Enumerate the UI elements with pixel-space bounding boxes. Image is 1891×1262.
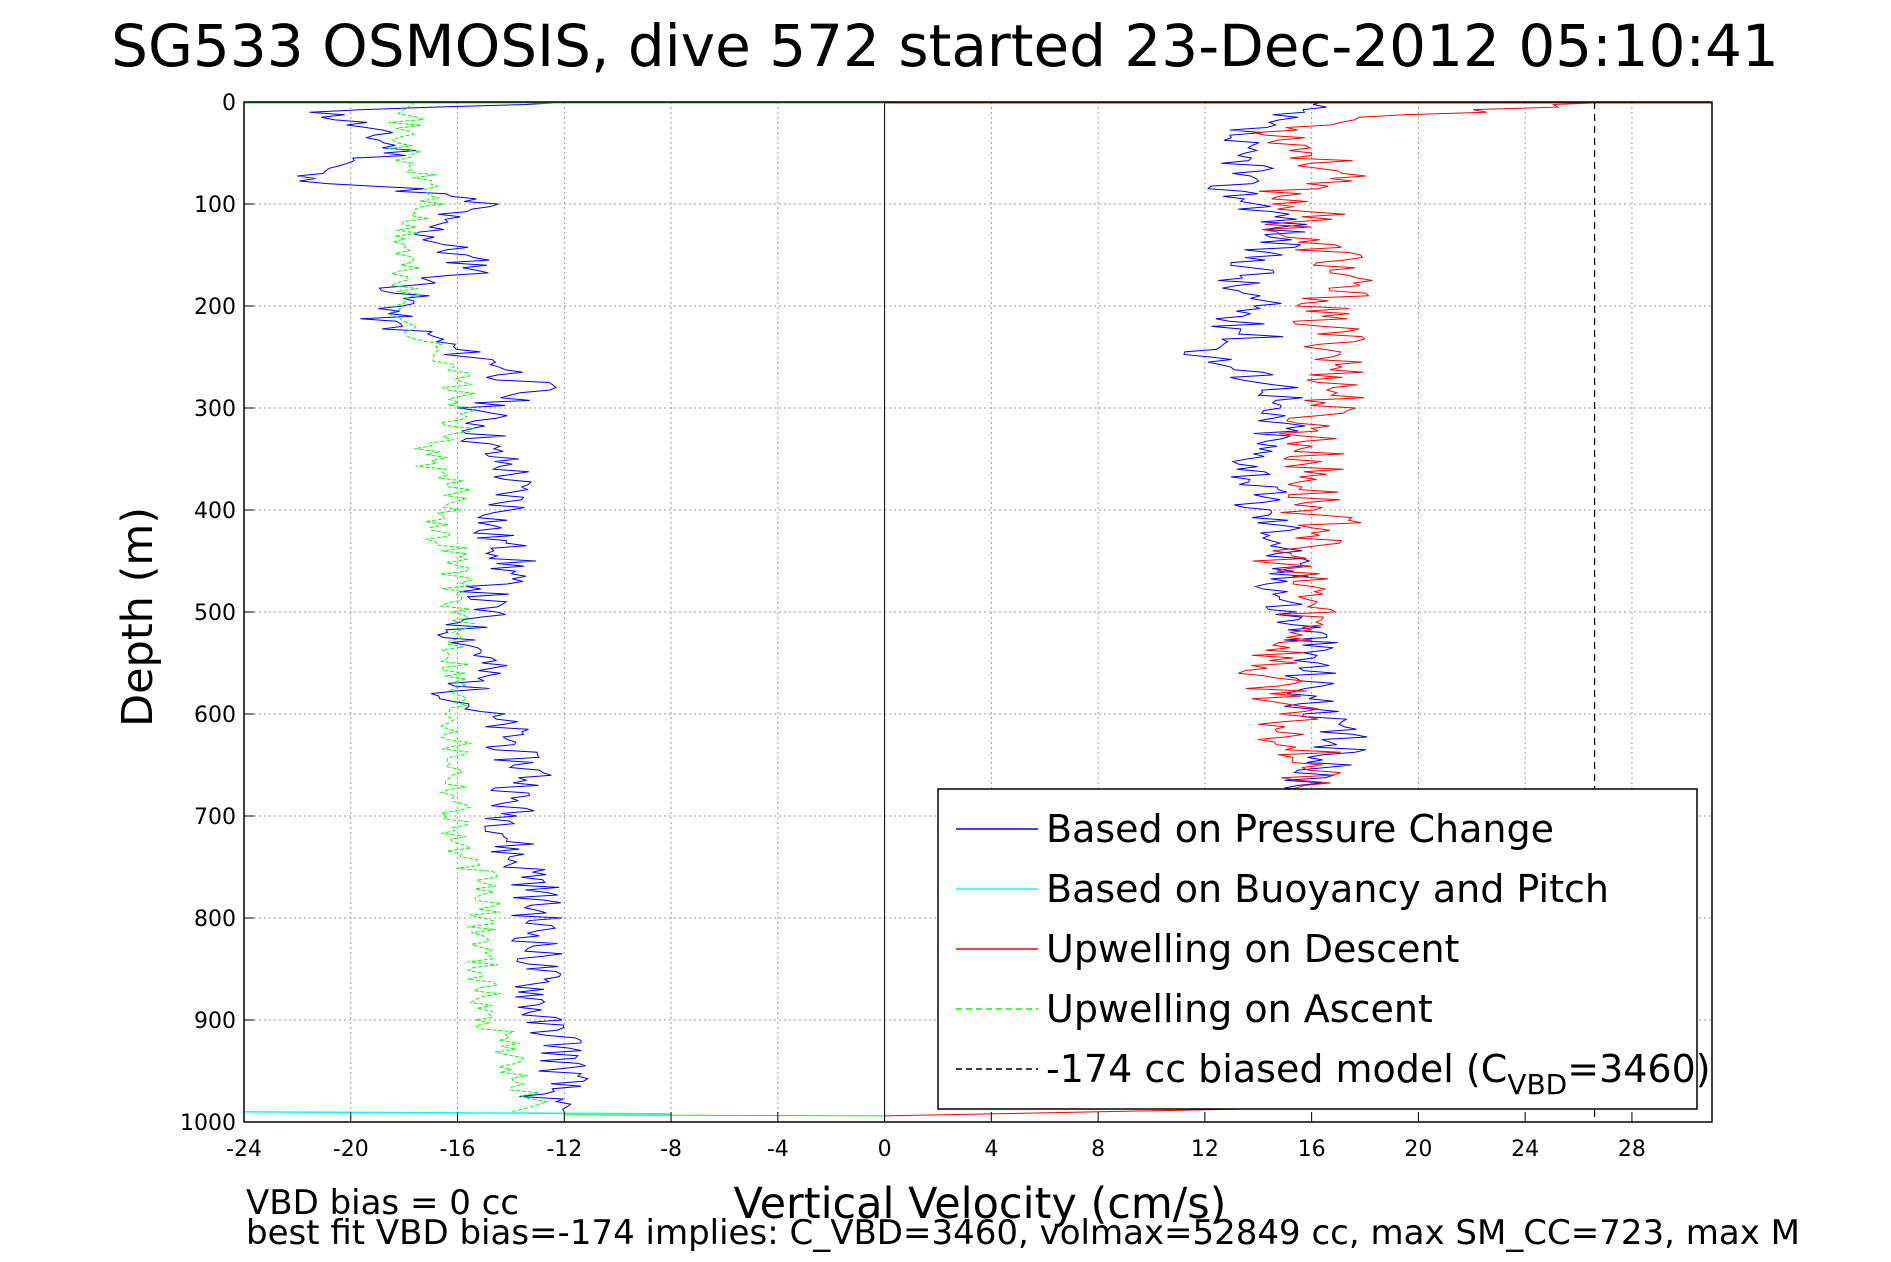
chart-title: SG533 OSMOSIS, dive 572 started 23-Dec-2…	[111, 12, 1779, 80]
legend-label: Based on Buoyancy and Pitch	[1046, 867, 1609, 911]
x-tick-label: 8	[1091, 1137, 1105, 1162]
series-upwelling-descent	[1238, 101, 1620, 791]
best-fit-note: best fit VBD bias=-174 implies: C_VBD=34…	[246, 1213, 1800, 1253]
series-bottom-ascent-tail	[564, 1114, 885, 1117]
y-tick-label: 700	[194, 805, 236, 830]
x-tick-label: -20	[333, 1137, 369, 1162]
y-tick-label: 1000	[180, 1111, 236, 1136]
y-tick-label: 100	[194, 193, 236, 218]
x-tick-label: 12	[1191, 1137, 1219, 1162]
x-tick-label: 24	[1511, 1137, 1539, 1162]
x-tick-label: 0	[878, 1137, 892, 1162]
y-tick-label: 800	[194, 907, 236, 932]
series-pressure-change-descent	[1183, 101, 1368, 797]
x-axis-label: Vertical Velocity (cm/s)	[734, 1179, 1227, 1229]
legend-box	[937, 788, 1698, 1110]
x-tick-label: -16	[440, 1137, 476, 1162]
y-tick-label: 300	[194, 397, 236, 422]
y-tick-label: 0	[222, 91, 236, 116]
series-upwelling-ascent	[387, 101, 548, 1113]
legend-label-subscript: VBD	[1507, 1068, 1567, 1101]
x-tick-label: 20	[1404, 1137, 1432, 1162]
legend-label-tail: =3460)	[1567, 1047, 1710, 1091]
y-tick-label: 900	[194, 1009, 236, 1034]
x-tick-label: 28	[1618, 1137, 1646, 1162]
x-tick-label: -12	[546, 1137, 582, 1162]
x-tick-label: 4	[984, 1137, 998, 1162]
legend-label: Upwelling on Ascent	[1046, 987, 1433, 1031]
y-tick-label: 600	[194, 703, 236, 728]
x-tick-label: -4	[767, 1137, 789, 1162]
legend-label: Based on Pressure Change	[1046, 807, 1554, 851]
x-tick-label: -8	[660, 1137, 682, 1162]
legend-label: Upwelling on Descent	[1046, 927, 1459, 971]
y-tick-label: 500	[194, 601, 236, 626]
y-tick-label: 200	[194, 295, 236, 320]
vbd-bias-note: VBD bias = 0 cc	[246, 1183, 519, 1223]
x-tick-label: 16	[1298, 1137, 1326, 1162]
legend: Based on Pressure Change Based on Buoyanc…	[937, 788, 1711, 1110]
y-axis-label: Depth (m)	[113, 507, 163, 727]
y-tick-label: 400	[194, 499, 236, 524]
ticks: -24 -20 -16 -12 -8 -4 0 4 8 12 16 20 24 28 0 100 200 300 4…	[180, 91, 1646, 1162]
x-tick-label: -24	[226, 1137, 262, 1162]
series-pressure-change-ascent	[297, 101, 589, 1113]
